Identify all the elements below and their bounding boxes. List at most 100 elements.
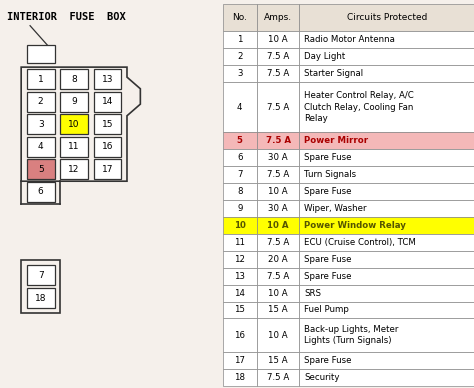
Bar bbox=[223, 301, 257, 319]
Text: 9: 9 bbox=[71, 97, 77, 106]
Text: 5: 5 bbox=[237, 136, 243, 146]
Bar bbox=[93, 137, 121, 157]
Text: Fuel Pump: Fuel Pump bbox=[304, 305, 349, 314]
Bar bbox=[300, 301, 474, 319]
Text: 6: 6 bbox=[237, 153, 243, 162]
Text: Amps.: Amps. bbox=[264, 13, 292, 22]
Text: 14: 14 bbox=[234, 289, 245, 298]
Bar bbox=[60, 159, 88, 179]
Bar bbox=[300, 48, 474, 65]
Bar bbox=[257, 234, 300, 251]
Text: 17: 17 bbox=[102, 165, 113, 174]
Text: 7.5 A: 7.5 A bbox=[265, 136, 291, 146]
Text: 8: 8 bbox=[237, 187, 243, 196]
Bar bbox=[223, 352, 257, 369]
Bar bbox=[257, 319, 300, 352]
Bar bbox=[60, 114, 88, 134]
Text: 30 A: 30 A bbox=[268, 153, 288, 162]
Bar bbox=[257, 132, 300, 149]
Text: 10: 10 bbox=[68, 120, 80, 129]
Text: SRS: SRS bbox=[304, 289, 321, 298]
Text: 11: 11 bbox=[68, 142, 80, 151]
Bar bbox=[257, 183, 300, 200]
Bar bbox=[257, 369, 300, 386]
Text: 3: 3 bbox=[237, 69, 243, 78]
Text: 12: 12 bbox=[68, 165, 80, 174]
Text: 5: 5 bbox=[38, 165, 44, 174]
Bar bbox=[27, 45, 55, 63]
Bar bbox=[223, 81, 257, 132]
Text: Security: Security bbox=[304, 373, 339, 382]
Text: 8: 8 bbox=[71, 74, 77, 84]
Text: Spare Fuse: Spare Fuse bbox=[304, 272, 351, 281]
Bar bbox=[257, 65, 300, 81]
Bar bbox=[300, 369, 474, 386]
Text: Day Light: Day Light bbox=[304, 52, 345, 61]
Text: 12: 12 bbox=[234, 255, 245, 264]
Bar bbox=[257, 48, 300, 65]
Bar bbox=[257, 31, 300, 48]
Bar bbox=[223, 251, 257, 268]
Bar bbox=[257, 149, 300, 166]
Text: 7.5 A: 7.5 A bbox=[267, 272, 289, 281]
Text: Spare Fuse: Spare Fuse bbox=[304, 255, 351, 264]
Text: 10 A: 10 A bbox=[268, 289, 288, 298]
Bar bbox=[223, 4, 257, 31]
Text: 7.5 A: 7.5 A bbox=[267, 69, 289, 78]
Bar bbox=[93, 69, 121, 89]
Bar bbox=[300, 200, 474, 217]
Bar bbox=[257, 200, 300, 217]
Text: Starter Signal: Starter Signal bbox=[304, 69, 363, 78]
Text: 10 A: 10 A bbox=[267, 221, 289, 230]
Text: Power Mirror: Power Mirror bbox=[304, 136, 368, 146]
Bar bbox=[60, 69, 88, 89]
Text: 15 A: 15 A bbox=[268, 356, 288, 365]
Text: 15 A: 15 A bbox=[268, 305, 288, 314]
Bar bbox=[223, 234, 257, 251]
Bar bbox=[257, 268, 300, 284]
Bar bbox=[27, 69, 55, 89]
Text: 4: 4 bbox=[38, 142, 44, 151]
Text: Spare Fuse: Spare Fuse bbox=[304, 356, 351, 365]
Text: 6: 6 bbox=[38, 187, 44, 196]
Bar bbox=[300, 217, 474, 234]
Text: 7: 7 bbox=[38, 270, 44, 280]
Text: 10 A: 10 A bbox=[268, 331, 288, 340]
Bar bbox=[300, 81, 474, 132]
Bar bbox=[27, 114, 55, 134]
Bar bbox=[300, 234, 474, 251]
Bar bbox=[21, 260, 60, 313]
Text: Circuits Protected: Circuits Protected bbox=[346, 13, 427, 22]
Text: 17: 17 bbox=[234, 356, 245, 365]
Text: 18: 18 bbox=[234, 373, 245, 382]
Text: Back-up Lights, Meter
Lights (Turn Signals): Back-up Lights, Meter Lights (Turn Signa… bbox=[304, 325, 398, 345]
Bar bbox=[27, 92, 55, 112]
Bar bbox=[300, 268, 474, 284]
Bar bbox=[223, 149, 257, 166]
Text: 1: 1 bbox=[38, 74, 44, 84]
Bar bbox=[60, 92, 88, 112]
Text: 7.5 A: 7.5 A bbox=[267, 373, 289, 382]
Text: 18: 18 bbox=[35, 294, 46, 303]
Bar bbox=[300, 132, 474, 149]
Bar bbox=[60, 137, 88, 157]
Text: Wiper, Washer: Wiper, Washer bbox=[304, 204, 366, 213]
Bar bbox=[257, 251, 300, 268]
Bar bbox=[300, 31, 474, 48]
Bar bbox=[300, 166, 474, 183]
Text: Spare Fuse: Spare Fuse bbox=[304, 153, 351, 162]
Text: 1: 1 bbox=[237, 35, 243, 44]
Bar bbox=[223, 319, 257, 352]
Text: 13: 13 bbox=[102, 74, 113, 84]
Bar bbox=[300, 352, 474, 369]
Bar bbox=[257, 284, 300, 301]
Bar bbox=[223, 132, 257, 149]
Bar bbox=[223, 284, 257, 301]
Bar bbox=[223, 183, 257, 200]
Text: Power Window Relay: Power Window Relay bbox=[304, 221, 406, 230]
Bar bbox=[27, 137, 55, 157]
Bar bbox=[223, 217, 257, 234]
Bar bbox=[257, 301, 300, 319]
Text: 15: 15 bbox=[102, 120, 113, 129]
Text: 16: 16 bbox=[234, 331, 245, 340]
